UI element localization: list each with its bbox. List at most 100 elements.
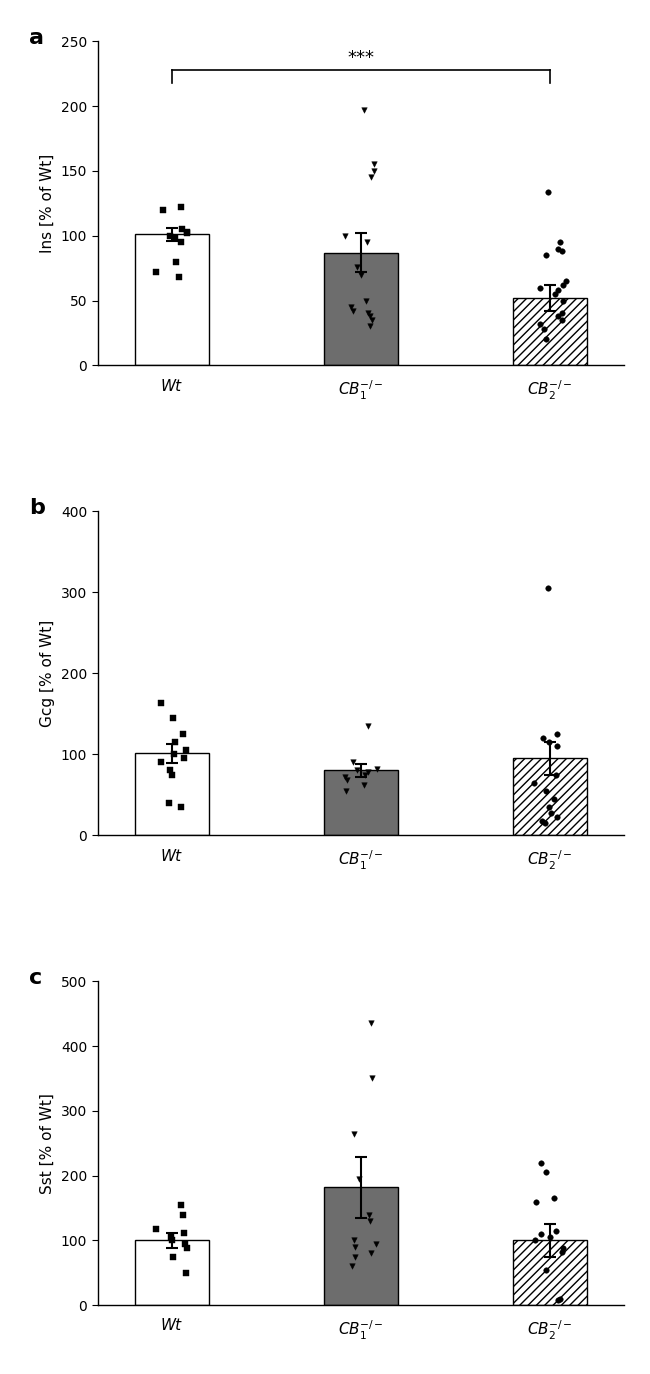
- Point: [155, 752, 166, 774]
- Point: [363, 761, 373, 783]
- Point: [549, 1187, 560, 1209]
- Point: [346, 295, 356, 317]
- Point: [540, 812, 550, 834]
- Y-axis label: Gcg [% of Wt]: Gcg [% of Wt]: [40, 620, 55, 727]
- Point: [536, 1151, 546, 1173]
- Point: [165, 225, 176, 247]
- Point: [553, 1289, 564, 1311]
- Point: [552, 723, 562, 745]
- Point: [348, 752, 358, 774]
- Point: [350, 1237, 360, 1259]
- Bar: [135, 753, 209, 835]
- Point: [167, 1230, 177, 1252]
- Point: [370, 1232, 381, 1254]
- Text: a: a: [29, 29, 44, 48]
- Point: [182, 1237, 192, 1259]
- Point: [538, 727, 548, 749]
- Point: [367, 1068, 377, 1090]
- Point: [552, 238, 563, 260]
- Point: [560, 271, 571, 293]
- Point: [177, 218, 187, 240]
- Point: [550, 283, 560, 305]
- Bar: [513, 298, 587, 365]
- Point: [361, 290, 371, 312]
- Bar: [324, 771, 398, 835]
- Point: [171, 250, 181, 272]
- Point: [534, 313, 545, 335]
- Point: [541, 328, 551, 350]
- Point: [168, 706, 178, 728]
- Point: [176, 231, 186, 253]
- Point: [174, 267, 184, 289]
- Point: [179, 747, 189, 769]
- Point: [551, 764, 561, 786]
- Point: [365, 1210, 375, 1232]
- Point: [178, 723, 188, 745]
- Point: [543, 731, 554, 753]
- Point: [366, 1013, 376, 1035]
- Point: [545, 1226, 555, 1248]
- Bar: [135, 1241, 209, 1305]
- Point: [545, 801, 556, 823]
- Point: [557, 309, 567, 331]
- Point: [558, 273, 568, 295]
- Point: [556, 1241, 567, 1263]
- Point: [556, 302, 567, 324]
- Point: [551, 1220, 562, 1242]
- Point: [348, 1123, 359, 1145]
- Point: [553, 305, 564, 327]
- Point: [552, 807, 563, 829]
- Point: [342, 769, 352, 791]
- Point: [350, 1246, 360, 1268]
- Point: [552, 735, 562, 757]
- Point: [167, 764, 177, 786]
- Point: [558, 1237, 569, 1259]
- Point: [536, 1223, 547, 1245]
- Point: [168, 743, 179, 765]
- Point: [180, 1232, 190, 1254]
- Point: [354, 1168, 364, 1190]
- Point: [539, 317, 549, 339]
- Point: [340, 765, 350, 787]
- Point: [369, 159, 379, 181]
- Point: [164, 791, 175, 813]
- Point: [544, 796, 554, 818]
- Point: [170, 227, 180, 249]
- Point: [178, 1221, 188, 1243]
- Text: ***: ***: [347, 48, 374, 66]
- Point: [541, 780, 551, 802]
- Point: [358, 99, 369, 121]
- Text: b: b: [29, 499, 45, 518]
- Point: [158, 199, 168, 221]
- Point: [557, 240, 567, 262]
- Point: [529, 772, 539, 794]
- Point: [181, 1261, 192, 1283]
- Bar: [513, 1241, 587, 1305]
- Point: [151, 261, 161, 283]
- Bar: [513, 758, 587, 835]
- Point: [164, 760, 175, 782]
- Point: [176, 796, 186, 818]
- Point: [542, 180, 552, 202]
- Point: [348, 300, 358, 322]
- Point: [176, 196, 186, 218]
- Point: [552, 279, 563, 301]
- Point: [555, 1287, 566, 1309]
- Point: [530, 1191, 541, 1213]
- Point: [367, 309, 378, 331]
- Point: [555, 231, 566, 253]
- Y-axis label: Ins [% of Wt]: Ins [% of Wt]: [40, 154, 55, 253]
- Point: [364, 1204, 374, 1226]
- Point: [352, 760, 363, 782]
- Point: [349, 1230, 359, 1252]
- Point: [170, 731, 181, 753]
- Point: [529, 1230, 539, 1252]
- Point: [166, 1226, 177, 1248]
- Bar: [324, 253, 398, 365]
- Point: [541, 245, 551, 267]
- Point: [168, 1246, 178, 1268]
- Point: [347, 1256, 358, 1278]
- Point: [365, 305, 375, 327]
- Point: [155, 692, 166, 714]
- Point: [181, 739, 191, 761]
